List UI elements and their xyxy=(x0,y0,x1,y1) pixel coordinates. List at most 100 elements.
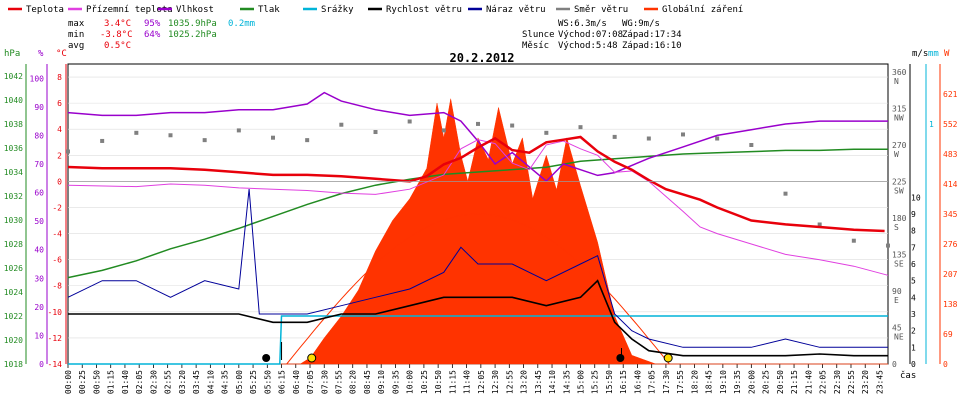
x-tick-label-5: 02:05 xyxy=(135,370,144,394)
windspeed-tick-6: 4 xyxy=(911,293,916,302)
wind-ws: WS:6.3m/s xyxy=(558,19,607,29)
humidity-tick-0: 100 xyxy=(30,74,45,83)
legend-label-8: Směr větru xyxy=(574,5,628,15)
x-tick-label-41: 17:05 xyxy=(648,370,657,394)
stats-max-hum: 95% xyxy=(144,19,161,29)
humidity-tick-1: 90 xyxy=(34,103,44,112)
unit-radiation: W xyxy=(944,49,950,59)
windspeed-tick-9: 1 xyxy=(911,343,916,352)
temp-tick-3: 2 xyxy=(57,151,62,160)
x-tick-label-3: 01:15 xyxy=(107,370,116,394)
winddir-point xyxy=(544,130,549,135)
x-tick-label-54: 22:30 xyxy=(833,370,842,394)
hpa-tick-0: 1042 xyxy=(4,72,23,81)
x-tick-label-20: 08:20 xyxy=(349,370,358,394)
x-tick-label-27: 11:15 xyxy=(448,370,457,394)
legend-label-4: Tlak xyxy=(258,5,280,15)
x-tick-label-14: 05:50 xyxy=(263,370,272,394)
stats-rain: 0.2mm xyxy=(228,19,255,29)
winddir-point xyxy=(783,191,788,196)
pressure-line xyxy=(67,148,888,279)
x-tick-label-46: 19:10 xyxy=(719,370,728,394)
radiation-tick-7: 207 xyxy=(943,270,958,279)
radiation-tick-5: 345 xyxy=(943,210,958,219)
unit-wind-speed: m/s xyxy=(912,49,928,59)
temp-tick-6: -4 xyxy=(52,230,62,239)
sun-moon-block: WS:6.3m/s WG:9m/s Slunce Východ:07:08 Zá… xyxy=(522,19,682,51)
plot-area xyxy=(66,91,890,365)
winddir-point xyxy=(339,122,344,127)
ground-temp-line xyxy=(67,139,889,276)
x-tick-label-52: 21:40 xyxy=(804,370,813,394)
winddir-label-4: S xyxy=(894,223,899,232)
winddir-point xyxy=(646,136,651,141)
winddir-tick-7: 45 xyxy=(892,324,902,333)
humidity-tick-10: 0 xyxy=(39,360,44,369)
humidity-tick-9: 10 xyxy=(34,331,44,340)
winddir-tick-2: 270 xyxy=(892,141,907,150)
winddir-point xyxy=(476,121,480,126)
winddir-label-6: E xyxy=(894,296,899,305)
radiation-tick-10: 0 xyxy=(943,360,948,369)
x-tick-label-21: 08:45 xyxy=(363,370,372,394)
stats-avg-temp: 0.5°C xyxy=(104,41,131,51)
temp-tick-1: 6 xyxy=(57,99,62,108)
legend-label-2: Přízemní teplota xyxy=(86,5,173,15)
winddir-point xyxy=(612,134,617,139)
x-tick-label-17: 07:05 xyxy=(306,370,315,394)
temp-tick-9: -10 xyxy=(48,308,63,317)
legend-label-6: Rychlost větru xyxy=(386,5,462,15)
winddir-point xyxy=(66,149,70,154)
radiation-tick-6: 276 xyxy=(943,240,958,249)
x-tick-label-50: 20:50 xyxy=(776,370,785,394)
humidity-tick-5: 50 xyxy=(34,217,44,226)
windspeed-tick-5: 5 xyxy=(911,277,916,286)
radiation-clear-sky-curve xyxy=(286,213,670,365)
temp-tick-10: -12 xyxy=(48,334,63,343)
x-tick-label-8: 03:20 xyxy=(178,370,187,394)
radiation-tick-4: 414 xyxy=(943,180,958,189)
windspeed-tick-2: 8 xyxy=(911,227,916,236)
winddir-tick-4: 180 xyxy=(892,214,907,223)
humidity-tick-2: 80 xyxy=(34,131,44,140)
winddir-point xyxy=(373,130,378,135)
x-tick-label-11: 04:35 xyxy=(221,370,230,394)
unit-temperature: °C xyxy=(56,49,67,59)
winddir-point xyxy=(202,138,207,143)
stats-min-temp: -3.8°C xyxy=(100,30,133,40)
rain-tick-0: 1 xyxy=(929,120,934,129)
x-tick-label-18: 07:30 xyxy=(320,370,329,394)
x-tick-label-47: 19:35 xyxy=(733,370,742,394)
x-tick-label-43: 17:55 xyxy=(676,370,685,394)
humidity-tick-7: 30 xyxy=(34,274,44,283)
winddir-point xyxy=(100,138,105,143)
legend-label-9: Globální záření xyxy=(662,5,743,15)
x-tick-label-23: 09:35 xyxy=(391,370,400,394)
x-tick-label-7: 02:55 xyxy=(164,370,173,394)
wind-wg: WG:9m/s xyxy=(622,19,660,29)
wind-gust-line xyxy=(67,188,888,348)
x-tick-label-51: 21:15 xyxy=(790,370,799,394)
winddir-point xyxy=(441,128,446,133)
x-tick-label-4: 01:40 xyxy=(121,370,130,394)
winddir-tick-3: 225 xyxy=(892,178,907,187)
x-tick-label-25: 10:25 xyxy=(420,370,429,394)
legend-label-1: Teplota xyxy=(26,5,64,15)
x-tick-label-57: 23:45 xyxy=(875,370,884,394)
winddir-label-2: W xyxy=(894,150,899,159)
winddir-point xyxy=(305,138,310,143)
x-tick-label-44: 18:20 xyxy=(690,370,699,394)
winddir-point xyxy=(407,119,412,124)
x-tick-label-16: 06:40 xyxy=(292,370,301,394)
x-tick-label-56: 23:20 xyxy=(861,370,870,394)
winddir-tick-1: 315 xyxy=(892,105,907,114)
x-tick-label-19: 07:55 xyxy=(334,370,343,394)
temp-tick-11: -14 xyxy=(48,360,63,369)
hpa-tick-9: 1024 xyxy=(4,288,23,297)
winddir-label-3: SW xyxy=(894,187,904,196)
radiation-tick-3: 483 xyxy=(943,150,958,159)
hpa-tick-8: 1026 xyxy=(4,264,23,273)
moon-rise: Východ:5:48 xyxy=(558,41,618,51)
